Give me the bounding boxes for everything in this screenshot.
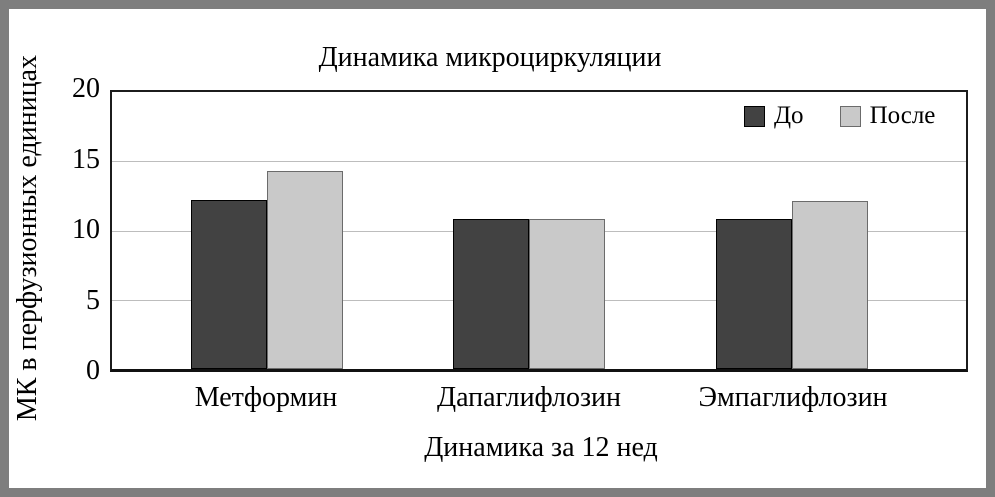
bar-После-Дапаглифлозин — [529, 219, 605, 369]
legend-swatch-До — [744, 105, 765, 127]
y-tick-label-20: 20 — [72, 73, 100, 104]
x-tick-label-2: Дапаглифлозин — [436, 382, 622, 413]
y-tick-label-5: 5 — [86, 285, 100, 316]
legend-item-До: До — [744, 103, 804, 129]
x-tick-label-3: Эмпаглифлозин — [698, 382, 888, 413]
bar-После-Метформин — [267, 171, 343, 369]
legend-item-После: После — [839, 102, 936, 129]
legend-swatch-После — [839, 105, 861, 127]
x-tick-label-1: Метформин — [194, 382, 338, 413]
legend: До После — [744, 103, 935, 129]
bar-До-Эмпаглифлозин — [716, 219, 792, 369]
y-tick-label-10: 10 — [72, 214, 100, 245]
plot-area — [110, 90, 968, 372]
x-axis-title: Динамика за 12 нед — [424, 432, 658, 463]
y-axis-tick-labels: 0 5 10 15 20 — [0, 75, 100, 385]
bar-До-Метформин — [191, 200, 267, 369]
chart-title: Динамика микроциркуляции — [318, 42, 662, 73]
legend-label-После: После — [869, 102, 936, 129]
y-tick-label-15: 15 — [72, 144, 100, 175]
bar-После-Эмпаглифлозин — [792, 201, 868, 369]
x-axis-tick-labels: Метформин Дапаглифлозин Эмпаглифлозин — [110, 381, 968, 415]
y-tick-label-0: 0 — [86, 355, 100, 386]
legend-label-До: До — [774, 102, 804, 129]
gridline-15 — [112, 161, 966, 162]
bar-До-Дапаглифлозин — [453, 219, 529, 369]
